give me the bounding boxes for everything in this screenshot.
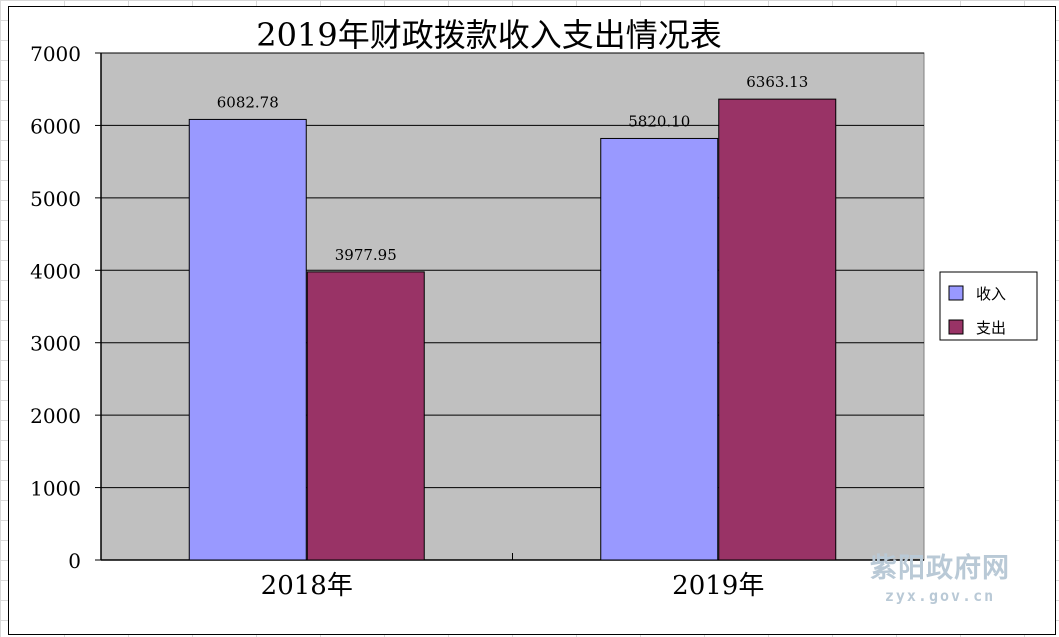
y-tick-label: 7000 (30, 42, 81, 66)
bar-income (600, 137, 719, 561)
watermark: 紫阳政府网 zyx.gov.cn (852, 552, 1028, 606)
data-label: 6363.13 (746, 73, 808, 91)
bar-expense (306, 271, 425, 561)
x-tick-label: 2018年 (261, 571, 353, 601)
y-tick-label: 5000 (30, 187, 81, 211)
y-tick-label: 3000 (30, 332, 81, 356)
legend: 收入支出 (939, 271, 1038, 341)
bar-expense (718, 98, 837, 561)
y-tick-label: 0 (68, 549, 81, 573)
y-tick-label: 1000 (30, 477, 81, 501)
bar-income (188, 118, 307, 561)
y-tick-label: 4000 (30, 259, 81, 283)
data-label: 3977.95 (335, 246, 397, 264)
data-label: 6082.78 (217, 93, 279, 111)
legend-label: 收入 (976, 285, 1006, 303)
y-tick-label: 6000 (30, 114, 81, 138)
watermark-logo: 紫阳政府网 (870, 553, 1010, 584)
chart-title: 2019年财政拨款收入支出情况表 (256, 16, 721, 54)
watermark-url: zyx.gov.cn (884, 587, 996, 605)
legend-swatch (948, 319, 964, 335)
data-label: 5820.10 (628, 112, 690, 130)
legend-swatch (948, 285, 964, 301)
x-tick-label: 2019年 (672, 571, 764, 601)
y-tick-label: 2000 (30, 404, 81, 428)
legend-label: 支出 (976, 319, 1006, 337)
